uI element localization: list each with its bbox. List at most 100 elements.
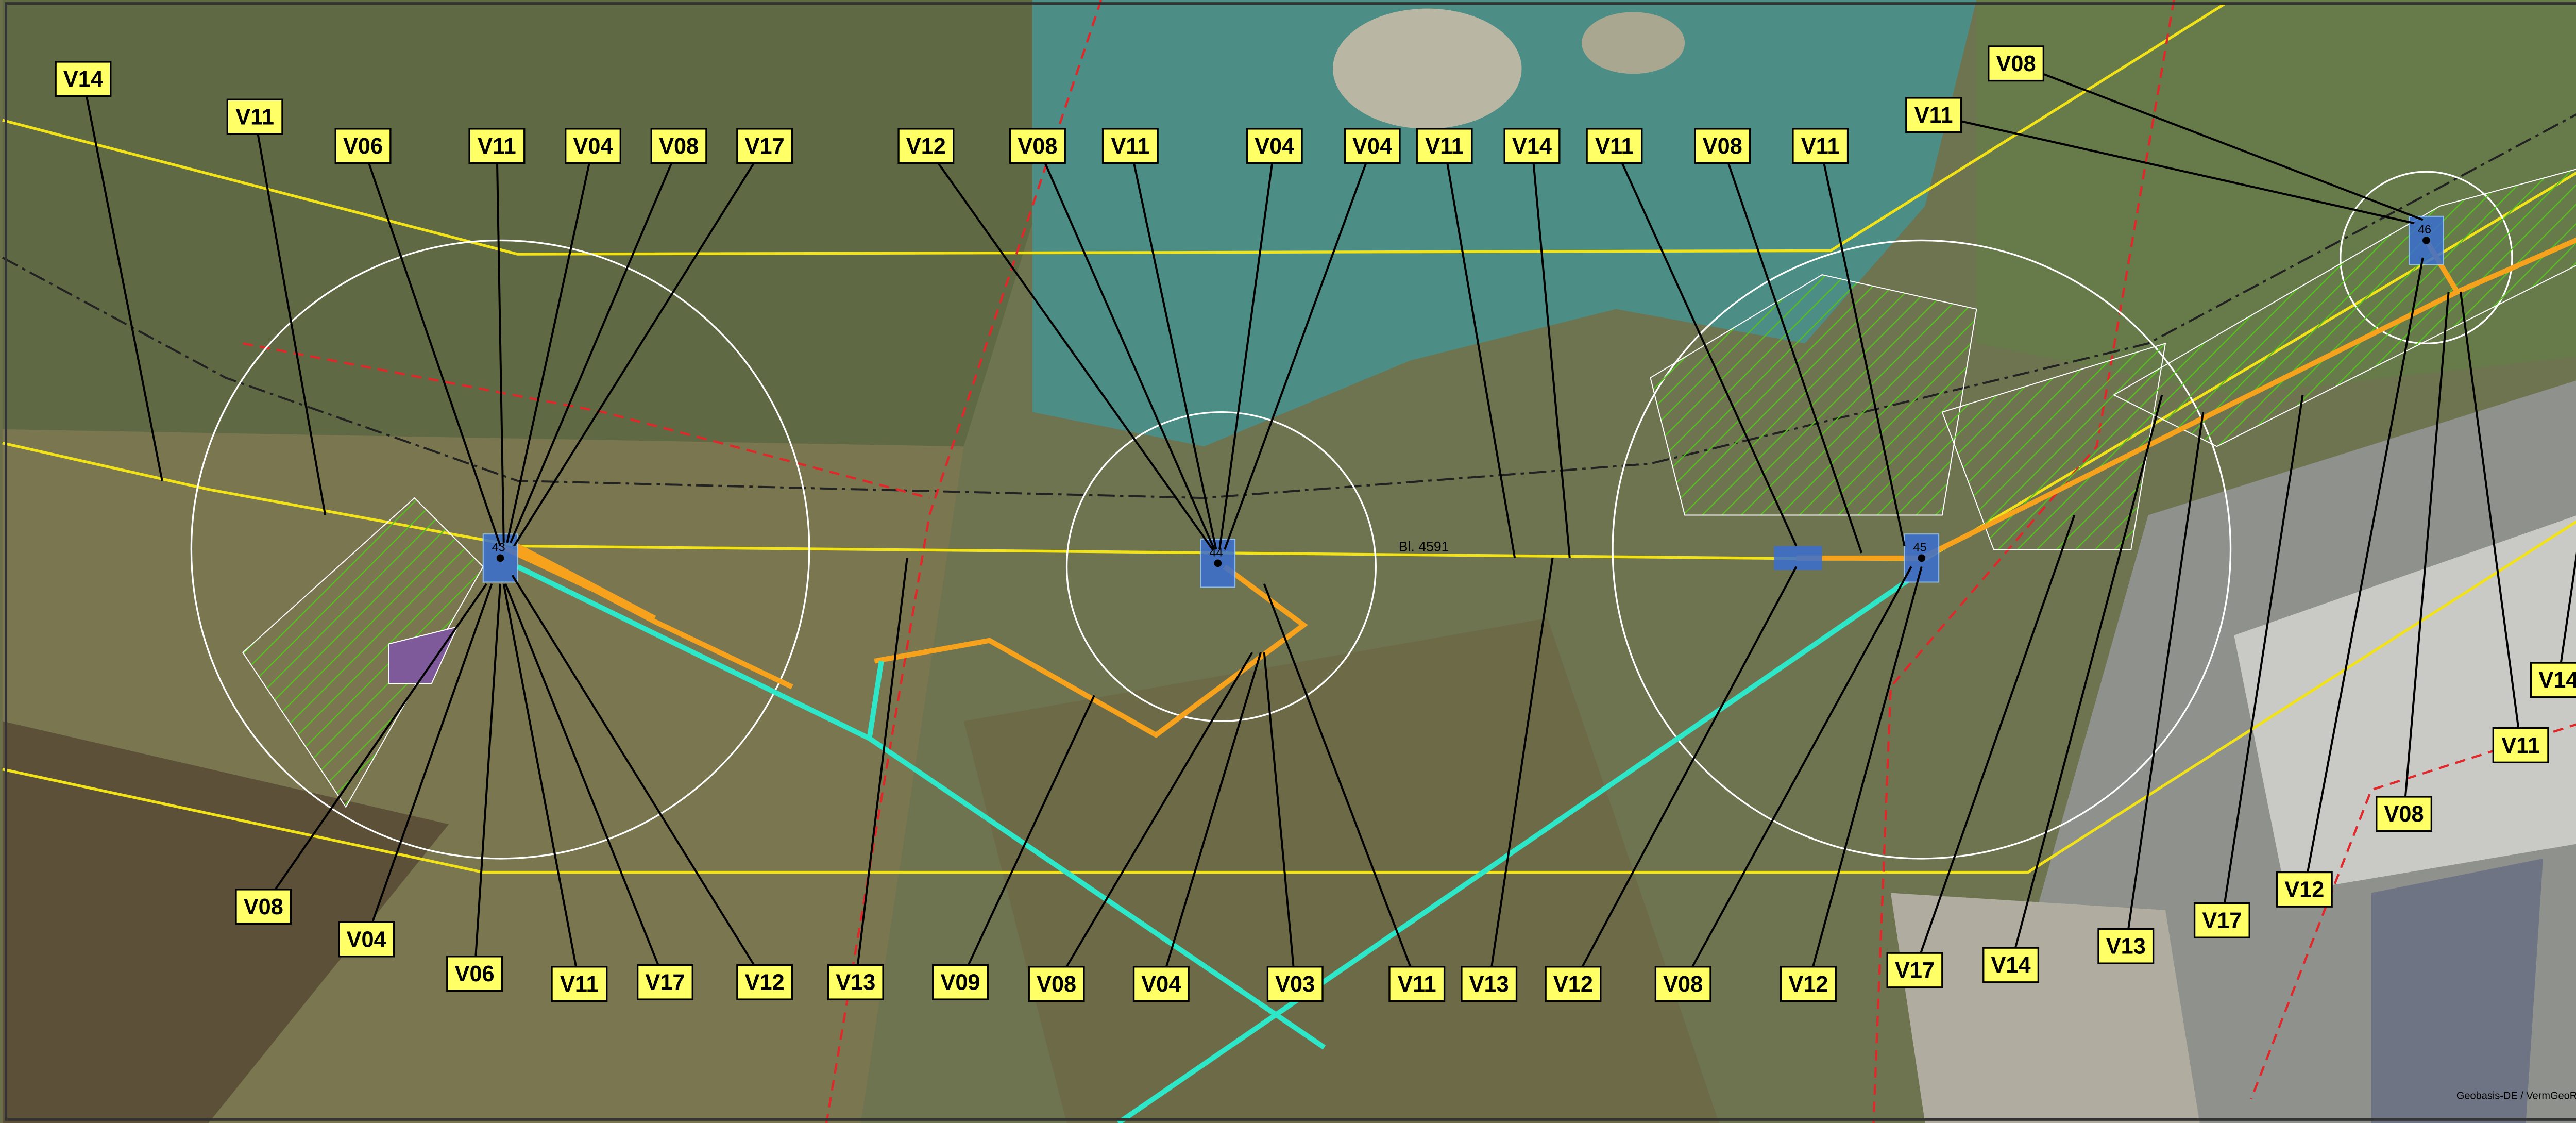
label-text: V12 — [1553, 972, 1593, 997]
label-text: V08 — [1037, 972, 1076, 997]
leader-line — [2303, 257, 2424, 890]
leader-line — [854, 558, 908, 983]
label-text: V13 — [2106, 934, 2146, 959]
label-box — [55, 61, 112, 97]
leader-line — [513, 145, 766, 547]
label-text: V08 — [2384, 802, 2424, 827]
label-box — [235, 889, 292, 925]
leader-line — [1224, 145, 1374, 550]
leader-line — [1055, 652, 1253, 985]
leader-line — [502, 583, 581, 984]
label-box — [636, 964, 693, 1000]
leader-line — [1682, 566, 1912, 985]
label-box — [446, 956, 503, 992]
label-box — [1586, 128, 1643, 164]
label-text: V09 — [940, 970, 980, 995]
label-text: V17 — [2202, 909, 2242, 933]
label-text: V17 — [645, 970, 685, 995]
leader-line — [2125, 412, 2205, 947]
leader-line — [1933, 114, 2415, 225]
leader-line — [1037, 145, 1215, 550]
label-text: V08 — [244, 895, 283, 919]
leader-line — [1531, 146, 1571, 559]
label-text: V08 — [659, 134, 699, 159]
label-box — [650, 128, 707, 164]
leader-line — [2460, 292, 2522, 746]
label-box — [1132, 966, 1190, 1002]
label-box — [2492, 727, 2549, 763]
label-box — [551, 966, 608, 1002]
label-text: V12 — [745, 970, 785, 995]
leader-line — [262, 583, 488, 908]
leader-line — [1129, 145, 1217, 550]
leader-line — [1913, 514, 2076, 971]
label-box — [1266, 966, 1324, 1002]
label-text: V11 — [1801, 134, 1840, 159]
label-box — [1654, 966, 1711, 1002]
label-text: V04 — [1255, 134, 1294, 159]
leader-line — [82, 78, 163, 481]
labels: V14 V11 V06 V11 V04 V08 V17 V12 V08 V11 V04 V04 V11 V… — [55, 45, 2576, 1002]
label-box — [565, 128, 621, 164]
leader-line — [253, 116, 327, 515]
label-box — [2530, 662, 2576, 698]
tower-point — [1918, 554, 1926, 562]
label-text: V08 — [1996, 52, 2036, 76]
label-text: V13 — [1469, 972, 1509, 997]
label-box — [1009, 128, 1066, 164]
label-text: V04 — [573, 134, 613, 159]
label-box — [1416, 128, 1473, 164]
label-box — [1388, 966, 1446, 1002]
leader-line — [510, 145, 680, 543]
label-box — [2276, 871, 2333, 908]
label-text: V11 — [1111, 134, 1150, 159]
label-box — [1694, 128, 1751, 164]
label-box — [468, 128, 526, 164]
label-text: V14 — [2538, 668, 2576, 693]
label-text: V17 — [1895, 958, 1935, 983]
label-box — [1780, 966, 1837, 1002]
leader-line — [1263, 652, 1296, 984]
label-text: V03 — [1275, 972, 1315, 997]
label-box — [827, 964, 884, 1000]
label-text: V17 — [745, 134, 785, 159]
label-box — [1792, 128, 1849, 164]
leader-line — [1819, 145, 1906, 546]
label-box — [2097, 928, 2155, 964]
label-text: V11 — [1398, 972, 1436, 997]
leader-line — [2557, 552, 2576, 680]
leader-line — [2403, 292, 2450, 814]
label-box — [1461, 966, 1518, 1002]
attribution: Geobasis-DE / VermGeoRP, Maxar, Microsof… — [2456, 1090, 2576, 1101]
leader-line — [2010, 394, 2163, 965]
leader-line — [496, 146, 505, 543]
label-box — [1101, 128, 1159, 164]
leader-line — [2015, 62, 2424, 221]
sheet-label: Bl. 4591 — [1399, 539, 1449, 555]
label-text: V04 — [1352, 134, 1392, 159]
label-box — [2376, 796, 2433, 832]
label-text: V12 — [2284, 878, 2324, 902]
label-box — [1988, 45, 2045, 82]
label-box — [338, 921, 395, 958]
leader-line — [1263, 583, 1418, 984]
leader-line — [362, 145, 501, 547]
label-text: V06 — [455, 962, 495, 986]
tower-number: 45 — [1913, 541, 1927, 554]
label-text: V12 — [906, 134, 946, 159]
label-text: V14 — [1512, 134, 1552, 159]
leader-line — [2221, 395, 2304, 921]
leader-line — [959, 695, 1095, 983]
label-text: V14 — [63, 67, 103, 92]
label-box — [736, 128, 793, 164]
label-box — [932, 964, 989, 1000]
leader-line — [1572, 566, 1798, 985]
label-box — [334, 128, 392, 164]
label-text: V11 — [1595, 134, 1634, 159]
label-box — [2193, 902, 2250, 938]
label-text: V11 — [1425, 134, 1464, 159]
label-text: V11 — [2501, 733, 2540, 758]
label-text: V11 — [478, 134, 516, 159]
